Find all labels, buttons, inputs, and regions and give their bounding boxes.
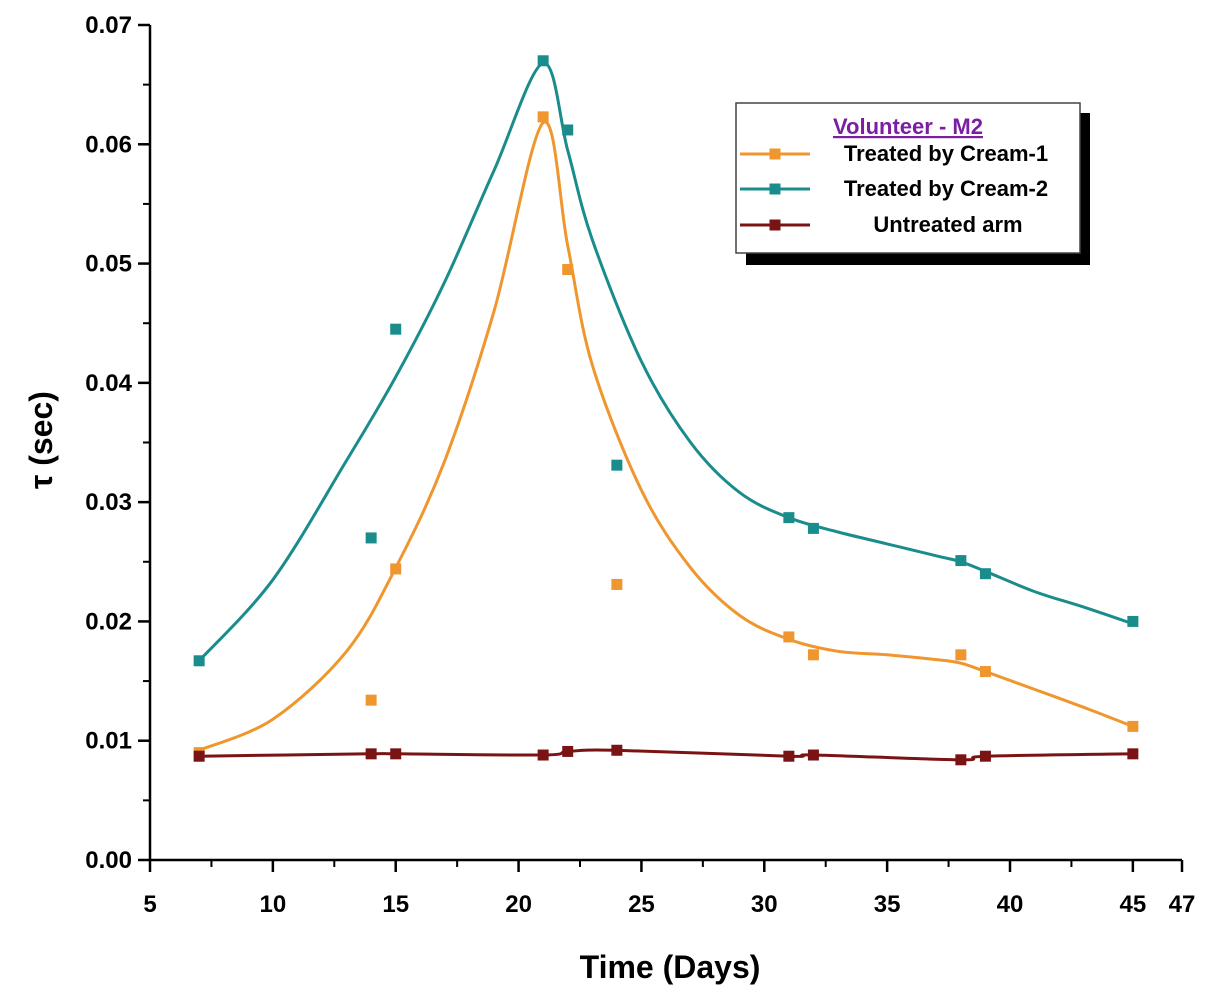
data-point-untreated-arm (193, 750, 205, 762)
legend-box (735, 102, 1081, 254)
legend-marker (769, 148, 781, 160)
data-point-untreated-arm (611, 744, 623, 756)
data-point-untreated-arm (1127, 748, 1139, 760)
legend-title: Volunteer - M2 (833, 114, 983, 139)
x-tick-label: 45 (1120, 891, 1147, 918)
data-point-untreated-arm (979, 750, 991, 762)
legend-entries: Treated by Cream-1 Treated by Cream-2 Untr… (740, 141, 1048, 237)
data-point-treated-by-cream-2 (562, 124, 574, 136)
y-axis-title: τ (sec) (23, 391, 59, 489)
axes: 0.00 0.01 0.02 0.03 0.04 0.05 0.06 0.07 5 10 15 20… (23, 12, 1195, 985)
x-tick-label: 35 (874, 891, 901, 918)
legend-marker (769, 219, 781, 231)
data-point-untreated-arm (365, 748, 377, 760)
data-point-untreated-arm (562, 745, 574, 757)
y-tick-label: 0.04 (85, 370, 132, 397)
data-point-treated-by-cream-1 (807, 649, 819, 661)
x-tick-label: 40 (997, 891, 1024, 918)
series-points (193, 55, 1139, 766)
legend-marker (769, 183, 781, 195)
y-tick-label: 0.07 (85, 12, 132, 39)
y-tick-label: 0.06 (85, 131, 132, 158)
series-line-untreated-arm (199, 748, 1133, 762)
x-tick-label: 5 (143, 891, 156, 918)
data-point-treated-by-cream-2 (955, 555, 967, 567)
x-tick-label: 30 (751, 891, 778, 918)
x-ticks: 5 10 15 20 25 30 35 40 45 47 (143, 860, 1195, 918)
data-point-treated-by-cream-1 (390, 563, 402, 575)
legend-label: Treated by Cream-2 (844, 176, 1048, 201)
data-point-treated-by-cream-1 (562, 264, 574, 276)
data-point-treated-by-cream-2 (611, 459, 623, 471)
y-tick-label: 0.01 (85, 728, 132, 755)
data-point-treated-by-cream-1 (783, 631, 795, 643)
y-tick-label: 0.05 (85, 251, 132, 278)
legend: Volunteer - M2 Treated by Cream-1Treated… (735, 102, 1090, 265)
x-tick-label: 25 (628, 891, 655, 918)
data-point-untreated-arm (537, 749, 549, 761)
data-point-treated-by-cream-1 (1127, 720, 1139, 732)
data-point-treated-by-cream-1 (979, 666, 991, 678)
data-point-treated-by-cream-2 (783, 512, 795, 524)
x-tick-label: 15 (382, 891, 409, 918)
x-axis-title: Time (Days) (580, 949, 761, 985)
data-point-treated-by-cream-2 (807, 522, 819, 534)
data-point-treated-by-cream-2 (365, 532, 377, 544)
data-point-untreated-arm (955, 754, 967, 766)
data-point-treated-by-cream-2 (1127, 615, 1139, 627)
y-ticks: 0.00 0.01 0.02 0.03 0.04 0.05 0.06 0.07 (85, 12, 150, 874)
y-tick-label: 0.03 (85, 489, 132, 516)
x-tick-label: 20 (505, 891, 532, 918)
data-point-untreated-arm (390, 748, 402, 760)
data-point-treated-by-cream-2 (390, 323, 402, 335)
data-point-treated-by-cream-1 (537, 111, 549, 123)
data-point-treated-by-cream-1 (365, 694, 377, 706)
legend-label: Untreated arm (873, 212, 1022, 237)
y-tick-label: 0.00 (85, 847, 132, 874)
data-point-treated-by-cream-2 (193, 655, 205, 667)
x-tick-label: 47 (1169, 891, 1196, 918)
data-point-treated-by-cream-2 (979, 568, 991, 580)
y-tick-label: 0.02 (85, 608, 132, 635)
data-point-treated-by-cream-1 (611, 578, 623, 590)
data-point-treated-by-cream-2 (537, 55, 549, 67)
legend-label: Treated by Cream-1 (844, 141, 1048, 166)
data-point-treated-by-cream-1 (955, 649, 967, 661)
x-tick-label: 10 (260, 891, 287, 918)
series-line-treated-by-cream-1 (198, 120, 1134, 752)
data-point-untreated-arm (807, 749, 819, 761)
data-point-untreated-arm (783, 750, 795, 762)
